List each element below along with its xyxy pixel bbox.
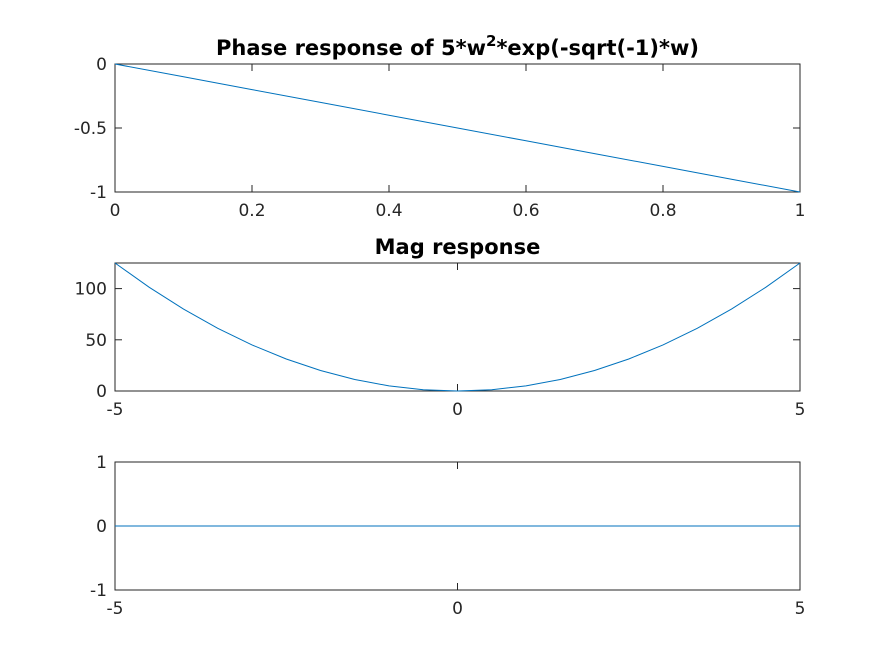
chart-title: Phase response of 5*w2*exp(-sqrt(-1)*w) (216, 32, 699, 60)
x-tick-label: 0.6 (512, 201, 539, 221)
x-tick-label: 0 (452, 599, 463, 619)
y-tick-label: -0.5 (74, 119, 107, 139)
y-tick-label: -1 (90, 581, 107, 601)
y-tick-label: 100 (75, 280, 107, 300)
x-tick-label: -5 (107, 599, 124, 619)
x-tick-label: 0 (452, 400, 463, 420)
subplots: 0 0.2 0.4 0.6 0.8 1 0 -0.5 -1 Phase response of 5… (74, 32, 806, 619)
x-tick-label: 0.4 (375, 201, 402, 221)
y-tick-label: 50 (85, 331, 107, 351)
x-tick-label: 5 (795, 400, 806, 420)
title-prefix: Phase response of 5*w (216, 36, 486, 60)
x-tick-label: 0 (110, 201, 121, 221)
series-line (114, 262, 801, 392)
y-tick-label: 1 (96, 453, 107, 473)
subplot-1: 0 0.2 0.4 0.6 0.8 1 0 -0.5 -1 Phase response of 5… (74, 32, 806, 221)
chart-title: Mag response (375, 235, 541, 259)
subplot-3: -5 0 510-1 (90, 453, 805, 619)
series-line (114, 63, 801, 193)
title-superscript: 2 (486, 32, 496, 50)
x-tick-label: -5 (107, 400, 124, 420)
x-tick-label: 0.8 (649, 201, 676, 221)
x-tick-label: 1 (795, 201, 806, 221)
y-tick-label: 0 (96, 55, 107, 75)
y-tick-label: -1 (90, 183, 107, 203)
axes-box (114, 262, 801, 392)
y-tick-label: 0 (96, 517, 107, 537)
x-tick-label: 5 (795, 599, 806, 619)
y-tick-label: 0 (96, 382, 107, 402)
x-tick-label: 0.2 (238, 201, 265, 221)
title-suffix: *exp(-sqrt(-1)*w) (496, 36, 699, 60)
